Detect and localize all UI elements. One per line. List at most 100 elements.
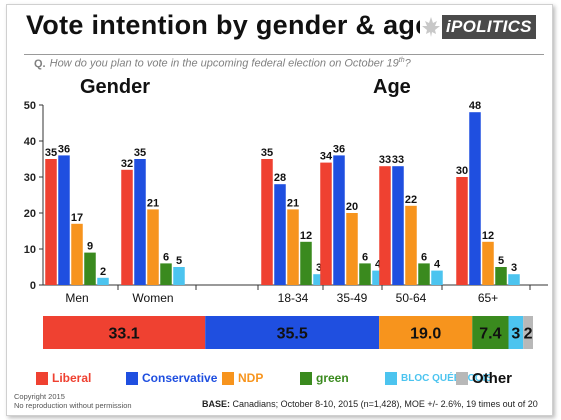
y-tick-label: 40 bbox=[24, 136, 36, 148]
x-category-label: 35-49 bbox=[337, 291, 368, 305]
bar-value-label: 4 bbox=[375, 259, 382, 271]
bar-value-label: 6 bbox=[362, 251, 368, 263]
base-label: BASE: bbox=[202, 399, 231, 409]
x-category-label: Women bbox=[132, 291, 173, 305]
bar-value-label: 21 bbox=[287, 197, 299, 209]
legend-swatch bbox=[300, 371, 312, 385]
stack-value-label: 7.4 bbox=[479, 326, 501, 343]
x-category-label: 50-64 bbox=[396, 291, 427, 305]
bar-value-label: 4 bbox=[434, 259, 441, 271]
bar-green bbox=[84, 252, 96, 285]
question-prefix: Q. bbox=[34, 57, 46, 70]
stack-segment-liberal bbox=[43, 316, 206, 349]
bar-value-label: 35 bbox=[261, 147, 273, 159]
bar-value-label: 12 bbox=[482, 230, 494, 242]
page-title: Vote intention by gender & age bbox=[26, 10, 431, 40]
bar-value-label: 22 bbox=[405, 194, 417, 206]
bar-liberal bbox=[320, 162, 332, 285]
bar-bloc bbox=[313, 274, 325, 285]
legend-label: Liberal bbox=[52, 371, 92, 385]
copyright-note: Copyright 2015 No reproduction without p… bbox=[14, 392, 132, 410]
y-tick-label: 30 bbox=[24, 172, 36, 184]
bar-conservative bbox=[469, 112, 481, 285]
y-tick-label: 0 bbox=[30, 280, 36, 292]
bar-green bbox=[418, 263, 430, 285]
stack-value-label: 3 bbox=[511, 326, 520, 343]
legend-item-ndp: NDP bbox=[222, 370, 263, 386]
base-text: Canadians; October 8-10, 2015 (n=1,428),… bbox=[232, 399, 538, 409]
bar-value-label: 21 bbox=[147, 197, 159, 209]
bar-conservative bbox=[333, 155, 345, 285]
legend-label: Other bbox=[472, 369, 513, 387]
bar-green bbox=[495, 267, 507, 285]
bar-conservative bbox=[58, 155, 70, 285]
legend-label: green bbox=[316, 371, 349, 385]
bar-liberal bbox=[45, 159, 57, 285]
bar-green bbox=[160, 263, 172, 285]
legend-label: BLOC QUÉBÉCOIS bbox=[401, 372, 493, 384]
bar-liberal bbox=[456, 177, 468, 285]
bar-bloc bbox=[508, 274, 520, 285]
base-note: BASE: Canadians; October 8-10, 2015 (n=1… bbox=[202, 399, 538, 409]
bar-value-label: 35 bbox=[45, 147, 57, 159]
stack-value-label: 19.0 bbox=[410, 326, 441, 343]
bar-conservative bbox=[134, 159, 146, 285]
legend-swatch bbox=[385, 371, 397, 385]
bar-value-label: 33 bbox=[379, 154, 391, 166]
stack-value-label: 35.5 bbox=[277, 326, 308, 343]
stack-segment-conservative bbox=[205, 316, 380, 349]
bar-conservative bbox=[274, 184, 286, 285]
bar-bloc bbox=[97, 277, 109, 285]
ipolitics-logo: iPOLITICS bbox=[420, 14, 546, 40]
y-tick-label: 10 bbox=[24, 244, 36, 256]
bar-bloc bbox=[431, 270, 443, 285]
question-text: How do you plan to vote in the upcoming … bbox=[49, 57, 399, 70]
bar-value-label: 5 bbox=[498, 255, 504, 267]
stack-segment-other bbox=[523, 316, 533, 349]
age-section-label: Age bbox=[373, 76, 411, 98]
bar-ndp bbox=[482, 241, 494, 285]
bar-ndp bbox=[346, 213, 358, 285]
bar-value-label: 3 bbox=[511, 262, 517, 274]
reproduction-notice: No reproduction without permission bbox=[14, 401, 132, 410]
bar-value-label: 48 bbox=[469, 100, 481, 112]
bar-bloc bbox=[372, 270, 384, 285]
bar-green bbox=[300, 241, 312, 285]
bar-value-label: 36 bbox=[58, 143, 70, 155]
bar-value-label: 5 bbox=[176, 255, 182, 267]
question-suffix: ? bbox=[404, 57, 411, 70]
bar-ndp bbox=[405, 205, 417, 285]
bar-liberal bbox=[379, 166, 391, 285]
bar-liberal bbox=[261, 159, 273, 285]
legend-swatch bbox=[126, 371, 138, 385]
gender-section-label: Gender bbox=[80, 76, 151, 98]
legend-item-other: Other bbox=[456, 369, 513, 387]
bar-liberal bbox=[121, 169, 133, 285]
legend-label: Conservative bbox=[142, 371, 218, 385]
maple-leaf-icon bbox=[422, 17, 440, 37]
bar-value-label: 28 bbox=[274, 172, 286, 184]
stack-value-label: 33.1 bbox=[109, 326, 140, 343]
bar-value-label: 6 bbox=[421, 251, 427, 263]
question-sup: th bbox=[398, 57, 405, 64]
bar-value-label: 6 bbox=[163, 251, 169, 263]
stack-segment-green bbox=[472, 316, 509, 349]
logo-text: iPOLITICS bbox=[442, 15, 536, 39]
copyright-text: Copyright 2015 bbox=[14, 392, 65, 401]
bar-value-label: 30 bbox=[456, 165, 468, 177]
x-category-label: 18-34 bbox=[278, 291, 309, 305]
x-category-label: Men bbox=[65, 291, 88, 305]
legend-item-bloc: BLOC QUÉBÉCOIS bbox=[385, 370, 492, 386]
bar-value-label: 32 bbox=[121, 158, 133, 170]
bar-value-label: 20 bbox=[346, 201, 358, 213]
legend-item-liberal: Liberal bbox=[36, 370, 91, 386]
bar-bloc bbox=[173, 267, 185, 285]
legend-item-green: green bbox=[300, 370, 349, 386]
legend-swatch bbox=[222, 371, 234, 385]
legend-swatch bbox=[36, 371, 48, 385]
bar-value-label: 33 bbox=[392, 154, 404, 166]
legend-swatch bbox=[456, 371, 468, 385]
survey-question: Q. How do you plan to vote in the upcomin… bbox=[34, 57, 411, 70]
stack-segment-bloc bbox=[508, 316, 524, 349]
